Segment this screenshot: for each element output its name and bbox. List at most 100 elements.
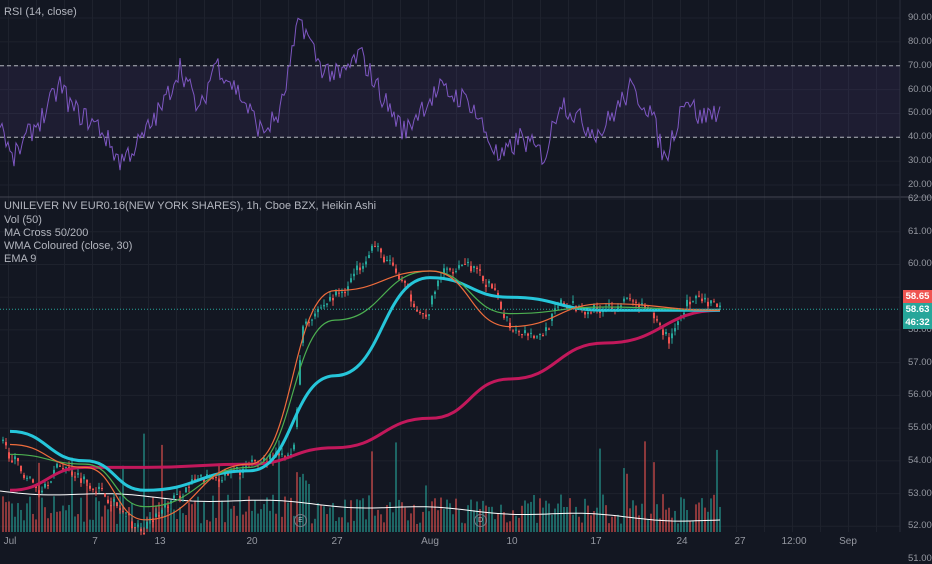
volume-bar	[323, 506, 325, 532]
candle-body	[311, 319, 313, 321]
symbol-legend[interactable]: UNILEVER NV EUR0.16(NEW YORK SHARES), 1h…	[4, 200, 377, 212]
volume-bar	[440, 497, 442, 532]
volume-bar	[56, 511, 58, 532]
candle-body	[185, 487, 187, 493]
indicator-legend-ema[interactable]: EMA 9	[4, 253, 37, 265]
candle-body	[485, 284, 487, 287]
volume-bar	[506, 522, 508, 532]
dividend-marker[interactable]: D	[474, 514, 487, 527]
grid-line-v	[456, 0, 457, 532]
volume-bar	[281, 516, 283, 532]
volume-bar	[239, 476, 241, 532]
volume-bar	[287, 502, 289, 532]
volume-bar	[188, 502, 190, 532]
candle-body	[155, 513, 157, 517]
candle-body	[623, 298, 625, 302]
candle-body	[560, 299, 562, 304]
candle-body	[482, 276, 484, 281]
candle-body	[452, 272, 454, 274]
candle-body	[203, 478, 205, 484]
candle-body	[515, 329, 517, 331]
volume-bar	[638, 515, 640, 532]
candle-body	[29, 476, 31, 478]
candle-body	[659, 323, 661, 325]
volume-bar	[512, 510, 514, 532]
candle-body	[545, 327, 547, 332]
candle-body	[143, 532, 145, 535]
volume-bar	[170, 507, 172, 532]
volume-bar	[92, 519, 94, 532]
volume-bar	[2, 496, 4, 532]
candle-body	[71, 471, 73, 476]
candle-body	[365, 261, 367, 265]
volume-bar	[578, 516, 580, 532]
time-axis-tick: 27	[734, 536, 746, 547]
volume-bar	[284, 496, 286, 532]
candle-body	[476, 267, 478, 270]
volume-bar	[668, 507, 670, 532]
candle-body	[503, 313, 505, 318]
candle-body	[413, 303, 415, 308]
volume-bar	[554, 508, 556, 532]
candle-body	[611, 307, 613, 310]
volume-bar	[329, 507, 331, 532]
candle-body	[5, 442, 7, 446]
indicator-legend-vol[interactable]: Vol (50)	[4, 214, 42, 226]
candle-body	[341, 291, 343, 293]
volume-bar	[527, 503, 529, 532]
time-axis-tick: Jul	[3, 536, 17, 547]
candle-body	[695, 296, 697, 299]
candle-body	[386, 260, 388, 262]
volume-bar	[635, 505, 637, 532]
volume-bar	[212, 495, 214, 532]
volume-bar	[659, 518, 661, 532]
candle-body	[437, 280, 439, 287]
volume-bar	[365, 519, 367, 532]
volume-bar	[326, 514, 328, 532]
candle-body	[398, 275, 400, 280]
candle-body	[167, 506, 169, 508]
indicator-legend-wma[interactable]: WMA Coloured (close, 30)	[4, 240, 133, 252]
candle-body	[431, 296, 433, 305]
earnings-marker[interactable]: E	[294, 514, 307, 527]
grid-line-v	[848, 0, 849, 532]
volume-bar	[497, 513, 499, 532]
rsi-band	[0, 65, 900, 138]
rsi-axis-tick: 40.00	[908, 131, 932, 143]
grid-line-v	[820, 0, 821, 532]
grid-line-v	[260, 0, 261, 532]
grid-line-v	[344, 0, 345, 532]
time-axis-tick: 13	[154, 536, 166, 547]
candle-body	[434, 291, 436, 295]
candle-body	[95, 491, 97, 493]
indicator-legend-ma-cross[interactable]: MA Cross 50/200	[4, 227, 89, 239]
volume-bar	[209, 521, 211, 532]
volume-bar	[629, 508, 631, 532]
volume-bar	[203, 502, 205, 532]
candle-body	[347, 286, 349, 290]
time-axis-tick: Aug	[421, 536, 439, 547]
volume-bar	[272, 494, 274, 532]
grid-line-v	[232, 0, 233, 532]
volume-bar	[101, 516, 103, 532]
volume-bar	[542, 507, 544, 532]
volume-bar	[575, 506, 577, 532]
candle-body	[65, 467, 67, 469]
rsi-axis-tick: 90.00	[908, 12, 932, 23]
time-axis-tick: 12:00	[781, 536, 807, 547]
candle-body	[359, 267, 361, 271]
grid-line-v	[484, 0, 485, 532]
candle-body	[332, 298, 334, 301]
volume-bar	[530, 501, 532, 532]
candle-body	[698, 295, 700, 297]
candle-body	[629, 298, 631, 300]
volume-bar	[26, 503, 28, 532]
volume-bar	[380, 514, 382, 532]
volume-bar	[701, 498, 703, 532]
candle-body	[176, 493, 178, 495]
candle-body	[110, 505, 112, 507]
volume-bar	[566, 506, 568, 532]
price-axis-tick: 61.00	[908, 225, 932, 237]
